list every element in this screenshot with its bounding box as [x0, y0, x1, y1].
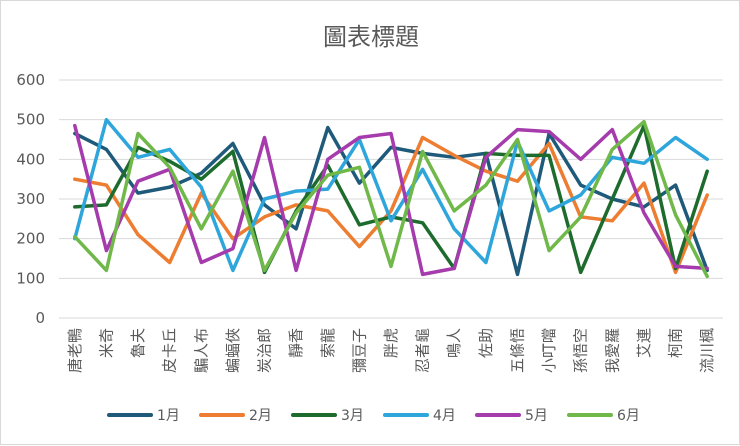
series-lines — [73, 117, 709, 279]
legend-label-6: 6月 — [617, 408, 640, 424]
x-tick-label: 艾連 — [635, 328, 653, 358]
x-tick-label: 五條悟 — [508, 328, 526, 373]
x-tick-label: 鳴人 — [445, 328, 463, 358]
x-tick-label: 騙人布 — [192, 328, 210, 373]
x-tick-label: 皮卡丘 — [161, 328, 179, 373]
legend-label-4: 4月 — [433, 408, 456, 424]
x-tick-label: 胖虎 — [382, 328, 400, 358]
y-tick-label: 300 — [16, 190, 45, 208]
y-tick-label: 200 — [16, 230, 45, 248]
x-axis: 唐老鴨 米奇 魯夫 皮卡丘 騙人布 蝙蝠俠 炭治郎 靜香 索龍 彌豆子 胖虎 忍者龜 鳴人 佐助 五條悟 小叮… — [66, 328, 716, 373]
x-tick-label: 索龍 — [319, 328, 337, 358]
y-tick-label: 0 — [35, 309, 45, 327]
legend-label-1: 1月 — [157, 408, 180, 424]
y-tick-label: 500 — [16, 111, 45, 129]
x-tick-label: 彌豆子 — [350, 328, 368, 373]
x-tick-label: 唐老鴨 — [66, 328, 84, 373]
x-tick-label: 蝙蝠俠 — [224, 328, 242, 373]
x-tick-label: 魯夫 — [129, 328, 147, 358]
legend-label-5: 5月 — [525, 408, 548, 424]
x-tick-label: 忍者龜 — [414, 328, 432, 373]
x-tick-label: 柯南 — [667, 328, 685, 358]
legend-label-3: 3月 — [341, 408, 364, 424]
x-tick-label: 孫悟空 — [572, 328, 590, 373]
x-tick-label: 我愛羅 — [603, 328, 621, 373]
gridlines — [59, 79, 723, 319]
series-line-5 — [73, 123, 709, 277]
x-tick-label: 佐助 — [477, 328, 495, 358]
series-line-1 — [73, 125, 709, 277]
x-tick-label: 米奇 — [97, 328, 115, 358]
x-tick-label: 炭治郎 — [256, 328, 274, 373]
y-tick-label: 100 — [16, 269, 45, 287]
chart-title: 圖表標題 — [323, 23, 419, 51]
y-tick-label: 600 — [16, 71, 45, 89]
x-tick-label: 流川楓 — [698, 328, 716, 373]
series-line-6 — [73, 119, 709, 279]
y-tick-label: 400 — [16, 150, 45, 168]
x-tick-label: 靜香 — [287, 328, 305, 358]
x-tick-label: 小叮噹 — [540, 328, 558, 373]
legend: 1月 2月 3月 4月 5月 6月 — [107, 408, 640, 424]
y-axis: 0 100 200 300 400 500 600 — [16, 71, 45, 327]
legend-label-2: 2月 — [249, 408, 272, 424]
